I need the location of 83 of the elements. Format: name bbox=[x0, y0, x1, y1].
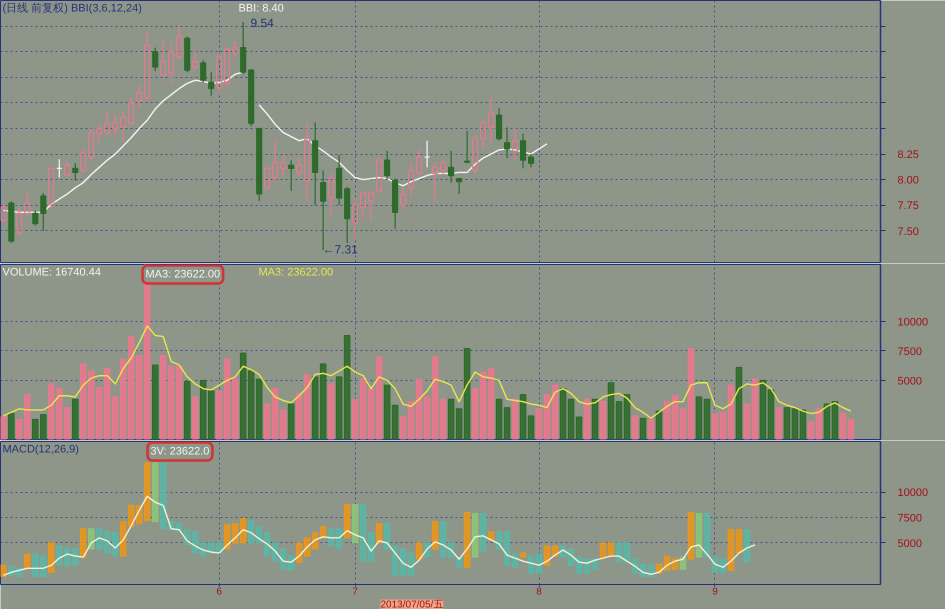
bar bbox=[584, 398, 590, 440]
y-tick-label: 7.50 bbox=[898, 226, 919, 238]
x-tick-label: 8 bbox=[536, 586, 542, 598]
bar bbox=[632, 415, 638, 440]
bar bbox=[656, 410, 662, 440]
bar bbox=[480, 513, 486, 552]
bar bbox=[688, 512, 694, 560]
line-series bbox=[2, 325, 852, 419]
candlestick bbox=[512, 126, 518, 161]
chart-title: MACD(12,26,9) bbox=[2, 444, 79, 456]
candlestick bbox=[488, 97, 494, 144]
bar bbox=[600, 401, 606, 440]
bar bbox=[72, 398, 79, 440]
bar bbox=[288, 404, 294, 440]
y-tick-label: 5000 bbox=[898, 538, 922, 550]
candlestick bbox=[184, 36, 190, 73]
bar bbox=[184, 381, 191, 440]
bar bbox=[0, 416, 7, 440]
bar bbox=[152, 364, 159, 440]
bar bbox=[416, 542, 422, 560]
bar bbox=[344, 504, 350, 538]
annotation: 9.54 bbox=[250, 16, 274, 30]
bar bbox=[328, 383, 334, 440]
bar bbox=[8, 412, 15, 440]
candlestick bbox=[504, 126, 510, 159]
text: 2013/07/05/五 bbox=[380, 600, 444, 609]
text: MA3: 23622.00 bbox=[258, 266, 334, 278]
annotation: ←7.31 bbox=[322, 242, 358, 256]
bar bbox=[592, 398, 598, 440]
bar bbox=[0, 564, 7, 577]
bar bbox=[80, 528, 87, 558]
y-tick-label: 7.75 bbox=[898, 200, 919, 212]
bar bbox=[776, 407, 782, 440]
bar bbox=[736, 366, 742, 440]
y-tick-label: 8.00 bbox=[898, 174, 919, 187]
bar bbox=[744, 529, 750, 563]
bar bbox=[520, 552, 526, 558]
bar bbox=[648, 418, 654, 440]
candlestick bbox=[304, 122, 310, 202]
annotation: 3V: 23622.0 bbox=[150, 446, 210, 458]
candlestick bbox=[56, 158, 62, 178]
annotation: MA3: 23622.00 bbox=[146, 268, 220, 280]
bar bbox=[696, 513, 702, 558]
candlestick bbox=[192, 50, 198, 70]
candlestick bbox=[40, 192, 46, 232]
bar bbox=[352, 504, 358, 544]
bar bbox=[432, 521, 438, 550]
y-tick-label: 10000 bbox=[898, 316, 928, 328]
candlestick bbox=[72, 162, 78, 182]
bar bbox=[192, 396, 199, 440]
candlestick bbox=[8, 200, 14, 244]
bar bbox=[152, 462, 159, 522]
candlestick bbox=[152, 46, 158, 72]
bar bbox=[24, 554, 31, 569]
candlestick bbox=[296, 156, 302, 178]
line-series bbox=[2, 496, 756, 576]
candlestick bbox=[32, 210, 38, 226]
chart-title: VOLUME: 16740.44 bbox=[2, 266, 101, 278]
x-tick-label: 6 bbox=[216, 586, 222, 598]
text: BBI: 8.40 bbox=[238, 2, 284, 14]
y-tick-label: 7500 bbox=[898, 346, 922, 358]
y-tick-label: 7500 bbox=[898, 512, 922, 525]
y-tick-label: 10000 bbox=[898, 487, 928, 500]
y-tick-label: 8.25 bbox=[898, 149, 919, 162]
y-tick-label: 5000 bbox=[898, 375, 922, 388]
x-tick-label: 9 bbox=[712, 586, 718, 598]
candlestick bbox=[288, 160, 294, 192]
chart-title: (日线 前复权) BBI(3,6,12,24) bbox=[2, 2, 142, 14]
candlestick bbox=[0, 204, 6, 224]
candlestick bbox=[200, 59, 206, 83]
bar bbox=[640, 418, 646, 440]
bar bbox=[472, 513, 478, 558]
bar bbox=[512, 398, 518, 440]
bar bbox=[464, 512, 470, 568]
bar bbox=[376, 523, 382, 544]
candlestick bbox=[16, 208, 22, 236]
x-tick-label: 7 bbox=[352, 586, 358, 598]
bar bbox=[48, 542, 55, 573]
candlestick bbox=[208, 72, 214, 96]
candlestick bbox=[424, 140, 430, 168]
candlestick bbox=[312, 122, 318, 206]
candlestick bbox=[320, 170, 326, 251]
candlestick bbox=[24, 192, 30, 216]
